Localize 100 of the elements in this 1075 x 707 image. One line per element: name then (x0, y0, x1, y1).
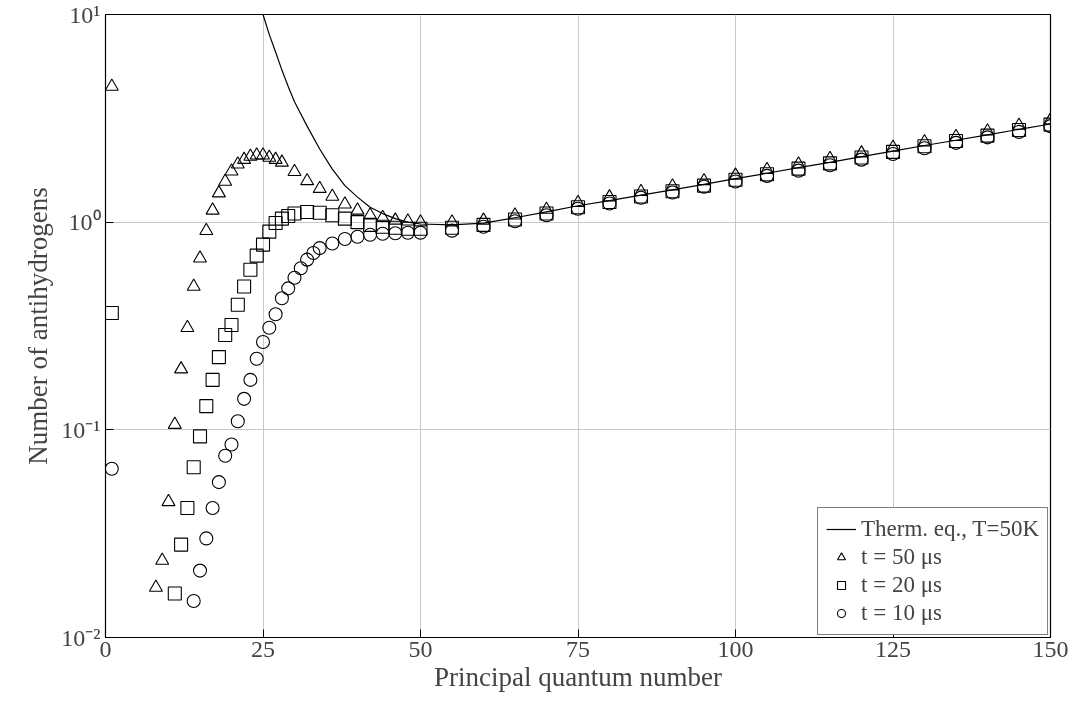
y-tick-label: 10¹ (69, 1, 101, 28)
point (274, 154, 289, 167)
point (375, 209, 390, 223)
point (363, 227, 378, 242)
point (224, 317, 239, 332)
point (337, 231, 352, 247)
point (287, 163, 302, 176)
point (570, 194, 586, 208)
point (243, 372, 258, 387)
point (192, 429, 208, 444)
point (300, 204, 315, 219)
y-tick-label: 10⁰ (68, 209, 101, 236)
point (205, 501, 220, 516)
point (211, 350, 226, 365)
point (306, 246, 321, 261)
point (237, 279, 252, 294)
point (791, 156, 806, 169)
point (759, 161, 775, 174)
point (274, 211, 289, 226)
point (180, 319, 195, 333)
point (602, 189, 617, 202)
point (388, 212, 403, 225)
point (186, 593, 201, 608)
point (287, 270, 302, 285)
point (268, 216, 283, 231)
point (507, 207, 523, 220)
point (633, 183, 649, 197)
point (917, 134, 932, 147)
point (199, 399, 214, 414)
point (337, 211, 352, 226)
point (312, 180, 327, 193)
point (728, 167, 743, 180)
point (211, 475, 226, 490)
point (312, 241, 327, 256)
point (413, 214, 428, 227)
point (262, 149, 277, 162)
point (174, 361, 189, 374)
point (243, 148, 258, 161)
point (696, 172, 712, 186)
point (255, 334, 271, 349)
point (192, 250, 208, 263)
point (400, 221, 415, 236)
point (375, 219, 390, 234)
point (174, 537, 189, 552)
point (312, 205, 327, 220)
point (413, 221, 428, 236)
point (350, 229, 365, 244)
point (155, 552, 170, 565)
point (262, 320, 277, 335)
point (444, 214, 460, 227)
legend-label: t = 20 μs (861, 572, 942, 598)
point (300, 252, 315, 267)
point (287, 206, 302, 221)
x-tick-label: 0 (99, 635, 112, 662)
x-tick-label: 75 (566, 635, 590, 662)
point (205, 202, 220, 215)
point (388, 220, 403, 235)
point (218, 328, 233, 343)
point (167, 416, 182, 429)
point (218, 173, 233, 186)
point (218, 448, 233, 463)
point (337, 196, 352, 209)
x-tick-label: 150 (1032, 635, 1069, 662)
point (948, 128, 964, 141)
point (199, 222, 214, 235)
point (375, 226, 390, 241)
point (885, 139, 901, 152)
point (539, 201, 554, 214)
point (822, 150, 838, 164)
point (230, 414, 245, 429)
point (325, 236, 340, 251)
point (180, 501, 195, 516)
y-axis-title: Number of antihydrogens (23, 187, 54, 465)
point (268, 151, 283, 164)
point (105, 78, 119, 91)
point (230, 297, 245, 312)
point (161, 493, 176, 507)
point (350, 202, 365, 215)
point (199, 531, 214, 546)
point (262, 224, 277, 239)
point (224, 163, 239, 176)
point (281, 281, 296, 296)
legend-label: t = 50 μs (861, 544, 942, 570)
legend-label: Therm. eq., T=50K (861, 516, 1039, 542)
point (476, 212, 491, 225)
x-axis-title: Principal quantum number (434, 661, 722, 692)
point (249, 351, 264, 366)
point (249, 248, 264, 263)
point (1011, 117, 1027, 130)
point (211, 185, 226, 198)
point (268, 307, 283, 322)
point (224, 437, 239, 452)
point (665, 178, 680, 191)
point (325, 208, 340, 223)
legend-label: t = 10 μs (861, 600, 942, 626)
point (186, 278, 201, 291)
point (400, 213, 415, 226)
point (255, 237, 271, 252)
point (350, 215, 365, 230)
point (243, 262, 258, 277)
